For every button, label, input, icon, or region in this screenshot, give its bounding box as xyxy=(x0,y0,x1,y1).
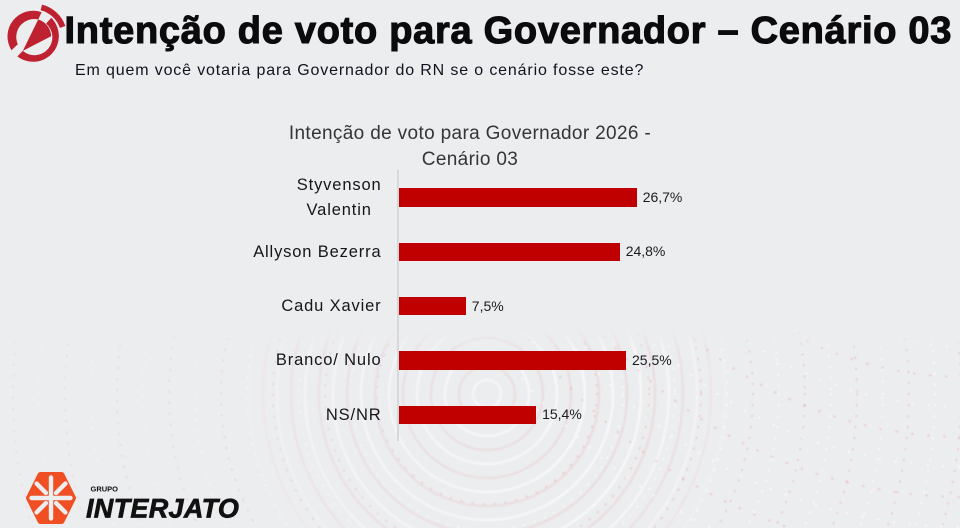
svg-text:INTERJATO: INTERJATO xyxy=(86,494,239,524)
svg-text:GRUPO: GRUPO xyxy=(91,485,119,494)
